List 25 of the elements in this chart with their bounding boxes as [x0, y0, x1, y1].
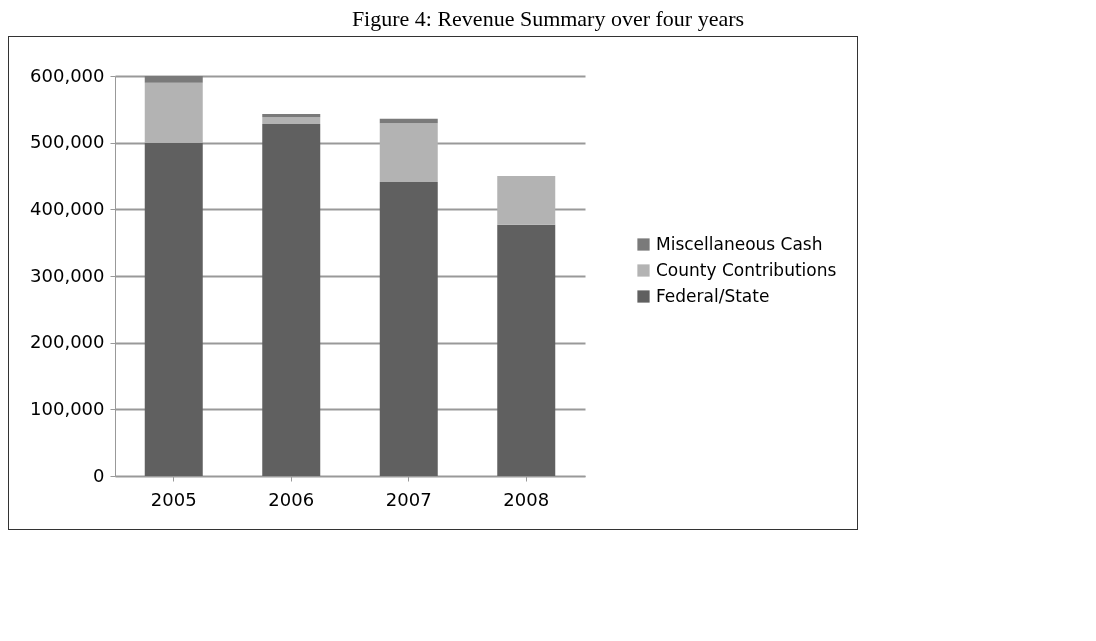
bar: [379, 182, 438, 476]
y-tick-label: 500,000: [30, 131, 105, 153]
y-tick-label: 100,000: [30, 397, 105, 419]
bar: [379, 123, 438, 182]
bar: [262, 117, 321, 124]
x-tick-label: 2008: [503, 488, 550, 510]
x-tick-label: 2006: [268, 488, 315, 510]
bar: [497, 224, 556, 476]
bar: [262, 114, 321, 118]
bar: [144, 82, 203, 143]
legend-label: Federal/State: [656, 285, 770, 306]
y-tick-label: 400,000: [30, 197, 105, 219]
y-tick-label: 200,000: [30, 331, 105, 353]
bar: [144, 76, 203, 83]
legend-label: Miscellaneous Cash: [656, 233, 823, 254]
y-tick-label: 600,000: [30, 64, 105, 86]
bar: [262, 124, 321, 476]
legend-label: County Contributions: [656, 259, 837, 280]
bar: [497, 176, 556, 225]
x-tick-label: 2007: [385, 488, 432, 510]
x-tick-label: 2005: [150, 488, 197, 510]
bar: [144, 142, 203, 476]
y-tick-label: 0: [93, 464, 105, 486]
chart-title: Figure 4: Revenue Summary over four years: [350, 6, 746, 32]
y-tick-label: 300,000: [30, 264, 105, 286]
